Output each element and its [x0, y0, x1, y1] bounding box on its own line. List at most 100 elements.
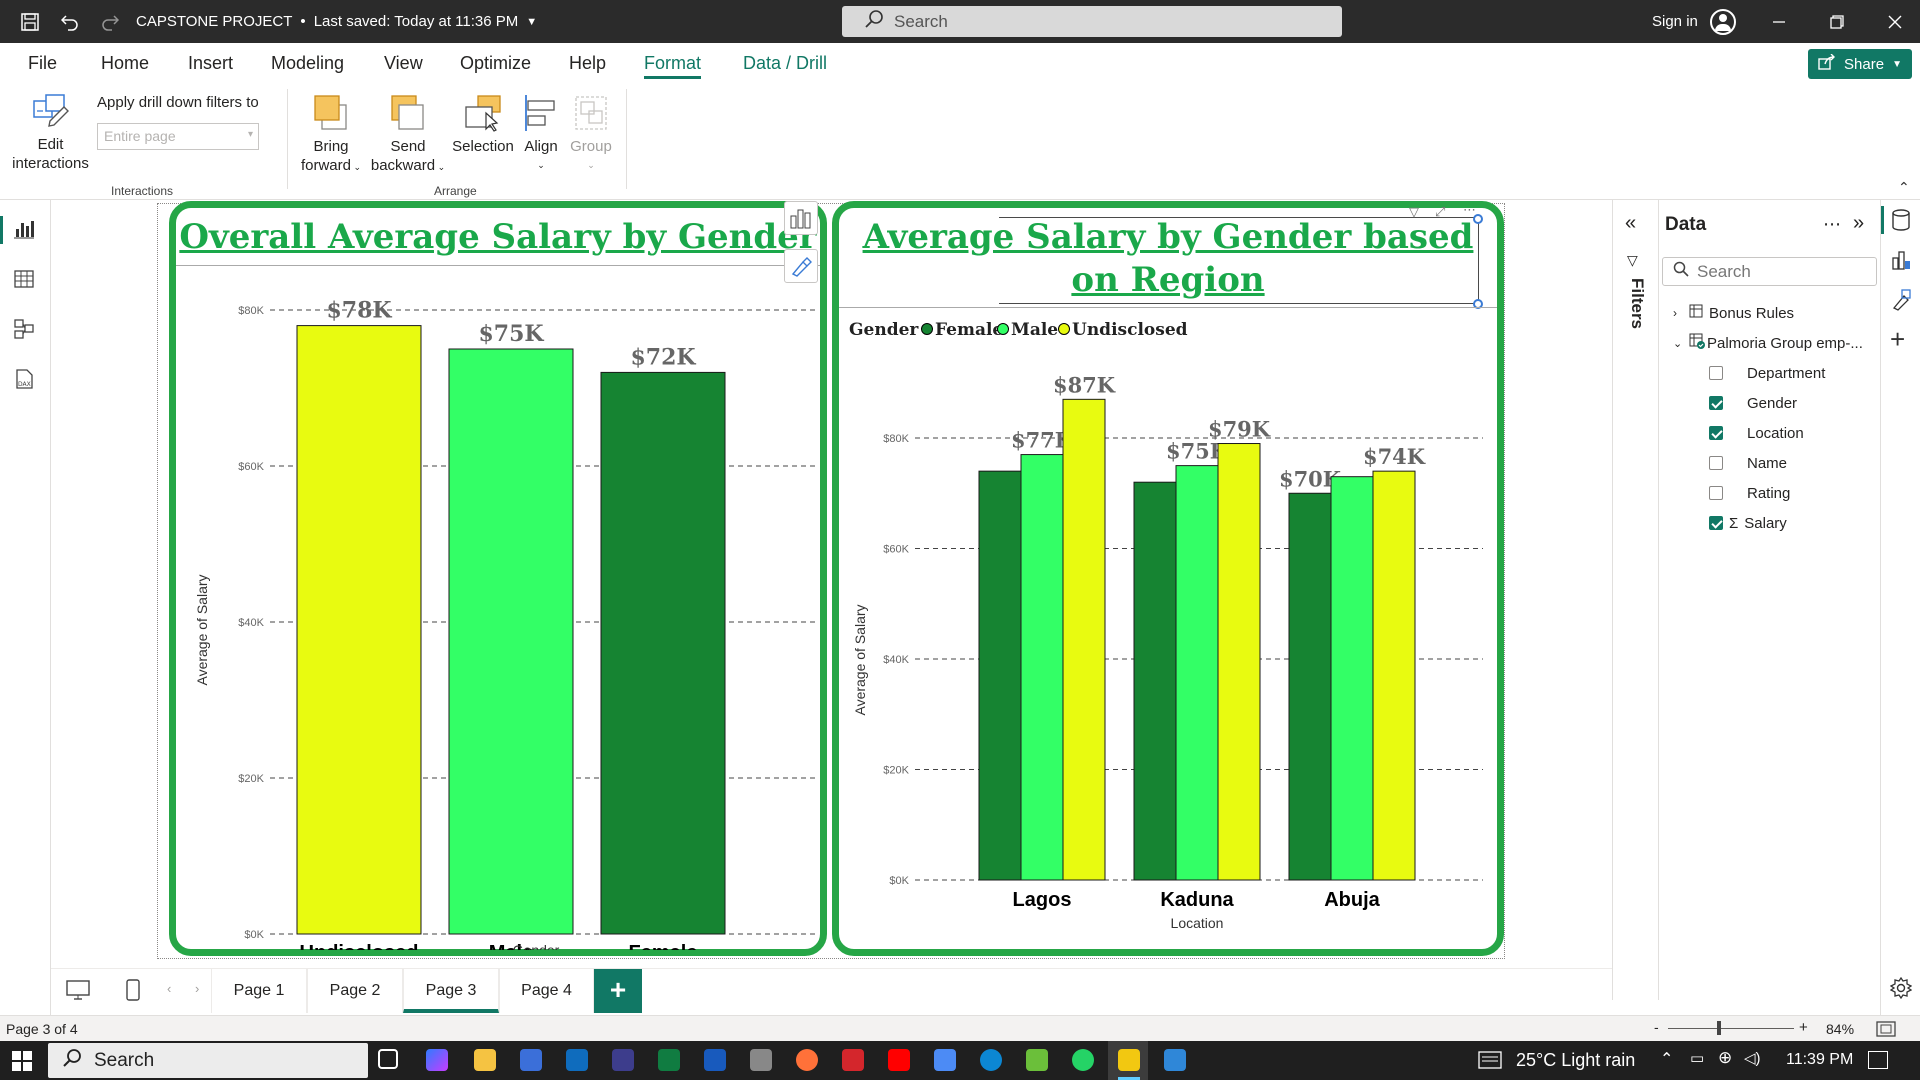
dax-icon[interactable]: DAX: [13, 368, 37, 392]
field-checkbox[interactable]: [1709, 456, 1723, 470]
notification-icon[interactable]: [1868, 1051, 1888, 1069]
send-backward-button[interactable]: Send backward ⌄: [366, 93, 450, 177]
zoom-slider-thumb[interactable]: [1717, 1021, 1721, 1035]
collapse-pane-icon[interactable]: «: [1625, 212, 1637, 234]
close-icon[interactable]: [1866, 0, 1920, 43]
chart-salary-by-gender-region[interactable]: Average Salary by Gender based on Region…: [832, 201, 1504, 956]
fit-to-page-icon[interactable]: [1876, 1021, 1896, 1040]
share-button[interactable]: Share ▼: [1808, 49, 1912, 79]
chevron-up-icon[interactable]: ⌃: [1660, 1051, 1674, 1068]
undo-icon[interactable]: [50, 0, 90, 43]
menu-format[interactable]: Format: [644, 43, 702, 83]
sign-in-button[interactable]: Sign in: [1652, 0, 1736, 43]
app-icon[interactable]: [934, 1049, 956, 1071]
data-pane-icon[interactable]: [1890, 208, 1912, 235]
field-gender[interactable]: Gender: [1709, 391, 1797, 415]
menu-modeling[interactable]: Modeling: [271, 53, 345, 73]
filters-label[interactable]: Filters: [1628, 278, 1647, 330]
restore-icon[interactable]: [1808, 0, 1866, 43]
app-icon[interactable]: [1026, 1049, 1048, 1071]
field-rating[interactable]: Rating: [1709, 481, 1790, 505]
field-checkbox[interactable]: [1709, 516, 1723, 530]
app-icon[interactable]: [750, 1049, 772, 1071]
menu-home[interactable]: Home: [101, 53, 150, 73]
format-pane-icon[interactable]: [1890, 288, 1912, 315]
globe-icon[interactable]: ⊕: [1718, 1048, 1733, 1067]
document-title[interactable]: CAPSTONE PROJECT • Last saved: Today at …: [136, 13, 538, 30]
weather-text[interactable]: 25°C Light rain: [1516, 1050, 1636, 1070]
page-tab-2[interactable]: Page 2: [307, 969, 403, 1013]
field-checkbox[interactable]: [1709, 396, 1723, 410]
zoom-in-button[interactable]: +: [1799, 1019, 1808, 1036]
battery-icon[interactable]: ▭: [1690, 1050, 1705, 1067]
outlook-icon[interactable]: [566, 1049, 588, 1071]
volume-icon[interactable]: ◁): [1744, 1050, 1761, 1067]
file-explorer-icon[interactable]: [474, 1049, 496, 1071]
copilot-icon[interactable]: [426, 1049, 448, 1071]
format-visual-icon[interactable]: [784, 249, 818, 283]
edge-icon[interactable]: [980, 1049, 1002, 1071]
drill-filter-select[interactable]: Entire page ▾: [97, 123, 259, 150]
resize-handle[interactable]: [1473, 299, 1483, 309]
task-view-icon[interactable]: [378, 1049, 398, 1069]
field-location[interactable]: Location: [1709, 421, 1804, 445]
windows-start-icon[interactable]: [12, 1051, 32, 1074]
add-page-button[interactable]: +: [594, 969, 642, 1013]
clock[interactable]: 11:39 PM: [1786, 1051, 1854, 1068]
power-bi-icon[interactable]: [1118, 1049, 1140, 1071]
add-pane-icon[interactable]: +: [1890, 324, 1906, 354]
table-bonus-rules[interactable]: › Bonus Rules: [1673, 301, 1794, 325]
acrobat-icon[interactable]: [842, 1049, 864, 1071]
visualizations-icon[interactable]: [1890, 248, 1912, 275]
taskbar-search-input[interactable]: Search: [48, 1043, 368, 1078]
table-view-icon[interactable]: [13, 268, 37, 292]
redo-icon[interactable]: [90, 0, 130, 43]
more-options-icon[interactable]: ⋯: [1463, 202, 1476, 217]
data-search-input[interactable]: Search: [1662, 257, 1877, 286]
scroll-left-icon[interactable]: ‹: [167, 981, 172, 996]
ribbon-collapse-icon[interactable]: ⌃: [1898, 179, 1910, 195]
page-tab-1[interactable]: Page 1: [211, 969, 307, 1013]
edit-interactions-button[interactable]: Edit interactions: [8, 91, 93, 173]
table-palmoria-group[interactable]: ⌄ Palmoria Group emp-...: [1673, 331, 1863, 355]
menu-data-drill[interactable]: Data / Drill: [743, 53, 828, 73]
desktop-layout-icon[interactable]: [65, 979, 91, 1004]
youtube-icon[interactable]: [888, 1049, 910, 1071]
page-tab-3[interactable]: Page 3: [403, 969, 499, 1013]
menu-insert[interactable]: Insert: [188, 53, 234, 73]
save-icon[interactable]: [10, 0, 50, 43]
app-icon[interactable]: [1164, 1049, 1186, 1071]
firefox-icon[interactable]: [796, 1049, 818, 1071]
field-department[interactable]: Department: [1709, 361, 1825, 385]
word-icon[interactable]: [704, 1049, 726, 1071]
report-view-icon[interactable]: [13, 218, 37, 242]
field-checkbox[interactable]: [1709, 486, 1723, 500]
more-options-icon[interactable]: ⋯: [1823, 214, 1841, 234]
bring-forward-button[interactable]: Bring forward ⌄: [296, 93, 366, 177]
zoom-out-button[interactable]: -: [1654, 1019, 1659, 1035]
gear-icon[interactable]: [1889, 976, 1913, 1002]
excel-icon[interactable]: [658, 1049, 680, 1071]
align-button[interactable]: Align ⌄: [516, 93, 566, 175]
focus-mode-icon[interactable]: ⤢: [1435, 204, 1446, 219]
whatsapp-icon[interactable]: [1072, 1049, 1094, 1071]
teams-icon[interactable]: [612, 1049, 634, 1071]
minimize-icon[interactable]: [1750, 0, 1808, 43]
zoom-slider[interactable]: [1668, 1028, 1794, 1029]
resize-handle[interactable]: [1473, 214, 1483, 224]
field-name[interactable]: Name: [1709, 451, 1787, 475]
model-view-icon[interactable]: [13, 318, 37, 342]
field-checkbox[interactable]: [1709, 366, 1723, 380]
filter-icon[interactable]: ▽: [1409, 204, 1419, 219]
scroll-right-icon[interactable]: ›: [195, 981, 200, 996]
mobile-layout-icon[interactable]: [125, 978, 141, 1005]
search-input[interactable]: Search: [842, 6, 1342, 37]
field-salary[interactable]: Σ Salary: [1709, 511, 1787, 535]
group-button[interactable]: Group ⌄: [566, 93, 616, 175]
menu-optimize[interactable]: Optimize: [460, 53, 532, 73]
field-checkbox[interactable]: [1709, 426, 1723, 440]
menu-file[interactable]: File: [28, 53, 58, 73]
menu-view[interactable]: View: [384, 53, 423, 73]
expand-pane-icon[interactable]: »: [1853, 212, 1865, 234]
page-tab-4[interactable]: Page 4: [499, 969, 594, 1013]
